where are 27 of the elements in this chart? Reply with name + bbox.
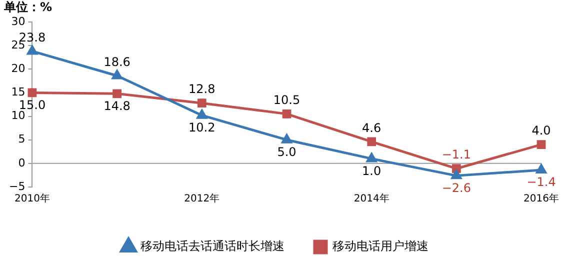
data-label: 5.0	[277, 144, 296, 159]
data-label: 15.0	[18, 98, 46, 112]
legend-label: 移动电话去话通话时长增速	[140, 239, 284, 254]
y-tick-label: −5	[8, 180, 26, 193]
x-tick-label: 2012年	[184, 192, 220, 205]
y-tick-label: 0	[18, 156, 26, 170]
data-label: 4.6	[362, 120, 382, 135]
legend-label: 移动电话用户增速	[332, 239, 428, 254]
y-tick-label: 20	[11, 62, 26, 75]
data-label: −1.4	[526, 175, 556, 190]
data-label: 14.8	[104, 98, 130, 113]
x-tick-label: 2010年	[14, 192, 50, 205]
y-tick-label: 5	[18, 132, 26, 146]
data-label: 12.8	[188, 82, 216, 96]
data-label: 10.5	[273, 93, 300, 108]
data-label: −1.1	[442, 148, 471, 162]
x-tick-label: 2014年	[354, 192, 390, 205]
y-tick-label: 15	[11, 86, 26, 99]
data-label: 10.2	[188, 120, 216, 134]
y-axis-title: 单位：%	[3, 0, 52, 14]
y-tick-label: 10	[11, 109, 26, 122]
data-label: 18.6	[104, 54, 130, 69]
y-tick-label: 30	[11, 14, 26, 28]
data-label: 1.0	[362, 164, 382, 178]
x-tick-label: 2016年	[524, 192, 559, 205]
data-label: 4.0	[532, 124, 551, 138]
data-label: −2.6	[442, 180, 471, 195]
